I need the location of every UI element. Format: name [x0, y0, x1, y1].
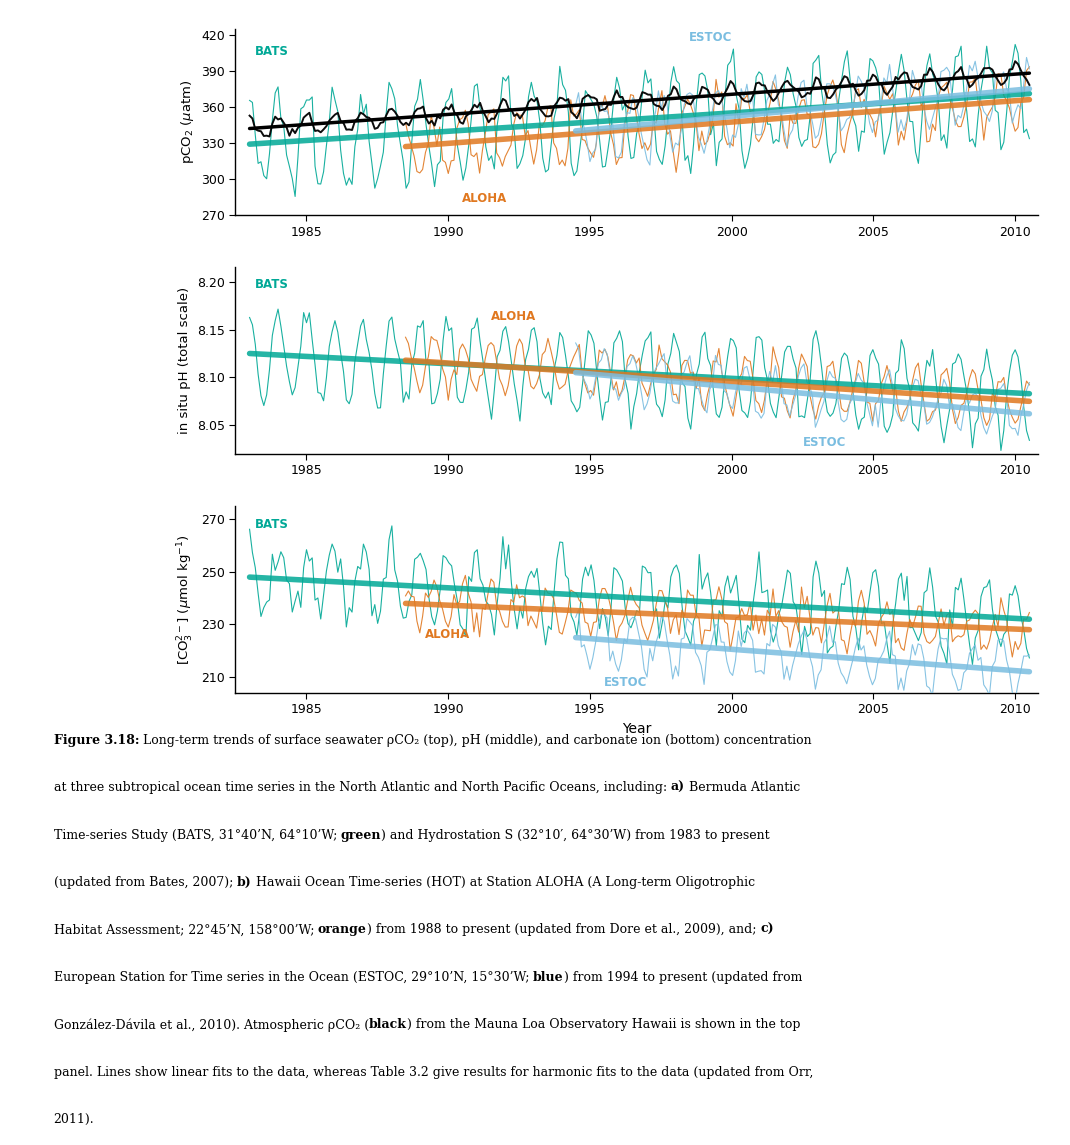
Text: BATS: BATS: [256, 518, 289, 531]
Text: ALOHA: ALOHA: [491, 309, 536, 323]
Y-axis label: in situ pH (total scale): in situ pH (total scale): [179, 287, 192, 434]
Text: González-Dávila et al., 2010). Atmospheric ρCO₂ (: González-Dávila et al., 2010). Atmospher…: [54, 1018, 369, 1032]
Text: Time-series Study (BATS, 31°40’N, 64°10’W;: Time-series Study (BATS, 31°40’N, 64°10’…: [54, 829, 341, 842]
Text: ) from 1988 to present (updated from Dore et al., 2009), and;: ) from 1988 to present (updated from Dor…: [367, 923, 761, 937]
Text: BATS: BATS: [256, 45, 289, 58]
Text: panel. Lines show linear fits to the data, whereas Table 3.2 give results for ha: panel. Lines show linear fits to the dat…: [54, 1066, 813, 1079]
Y-axis label: pCO$_2$ ($\mu$atm): pCO$_2$ ($\mu$atm): [179, 80, 196, 164]
Text: ALOHA: ALOHA: [426, 629, 471, 641]
Text: Bermuda Atlantic: Bermuda Atlantic: [685, 781, 800, 795]
Text: c): c): [761, 923, 774, 937]
Text: Habitat Assessment; 22°45’N, 158°00’W;: Habitat Assessment; 22°45’N, 158°00’W;: [54, 923, 318, 937]
Text: ) and Hydrostation S (32°10′, 64°30’W) from 1983 to present: ) and Hydrostation S (32°10′, 64°30’W) f…: [381, 829, 770, 842]
Text: ESTOC: ESTOC: [802, 436, 846, 449]
Text: Long-term trends of surface seawater ρCO₂ (top), pH (middle), and carbonate ion : Long-term trends of surface seawater ρCO…: [139, 734, 812, 747]
Text: Hawaii Ocean Time-series (HOT) at Station ALOHA (A Long-term Oligotrophic: Hawaii Ocean Time-series (HOT) at Statio…: [251, 876, 754, 889]
X-axis label: Year: Year: [622, 721, 652, 736]
Text: a): a): [671, 781, 685, 795]
Text: at three subtropical ocean time series in the North Atlantic and North Pacific O: at three subtropical ocean time series i…: [54, 781, 671, 795]
Text: (updated from Bates, 2007);: (updated from Bates, 2007);: [54, 876, 236, 889]
Text: BATS: BATS: [256, 278, 289, 291]
Text: ESTOC: ESTOC: [689, 31, 733, 44]
Text: European Station for Time series in the Ocean (ESTOC, 29°10’N, 15°30’W;: European Station for Time series in the …: [54, 971, 533, 984]
Text: green: green: [341, 829, 381, 842]
Text: Figure 3.18:: Figure 3.18:: [54, 734, 139, 747]
Y-axis label: [CO$_3^{2-}$] ($\mu$mol kg$^{-1}$): [CO$_3^{2-}$] ($\mu$mol kg$^{-1}$): [175, 534, 196, 665]
Text: black: black: [369, 1018, 407, 1032]
Text: b): b): [236, 876, 251, 889]
Text: orange: orange: [318, 923, 367, 937]
Text: blue: blue: [533, 971, 564, 984]
Text: ALOHA: ALOHA: [462, 192, 507, 205]
Text: ) from 1994 to present (updated from: ) from 1994 to present (updated from: [564, 971, 802, 984]
Text: ) from the Mauna Loa Observatory Hawaii is shown in the top: ) from the Mauna Loa Observatory Hawaii …: [407, 1018, 800, 1032]
Text: ESTOC: ESTOC: [605, 676, 647, 688]
Text: 2011).: 2011).: [54, 1113, 94, 1126]
